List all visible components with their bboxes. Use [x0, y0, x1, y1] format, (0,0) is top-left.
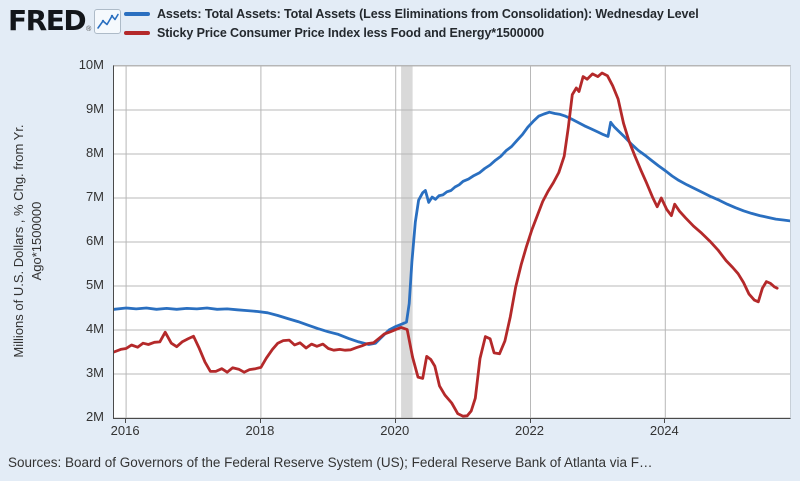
- fred-logo[interactable]: FRED ®: [8, 4, 122, 38]
- x-axis-tick-label: 2020: [380, 423, 410, 438]
- y-axis-tick-label: 9M: [85, 101, 104, 116]
- y-axis-tick-label: 6M: [85, 233, 104, 248]
- x-axis-tick-label: 2024: [649, 423, 679, 438]
- x-axis-tick-mark: [529, 418, 531, 423]
- y-axis-tick-label: 4M: [85, 321, 104, 336]
- x-axis-tick-mark: [664, 418, 666, 423]
- y-axis-tick-label: 7M: [85, 189, 104, 204]
- y-axis-tick-label: 10M: [78, 57, 104, 72]
- legend-swatch-blue: [124, 11, 150, 16]
- legend-label-total-assets: Assets: Total Assets: Total Assets (Less…: [157, 6, 699, 21]
- registered-trademark-symbol: ®: [86, 26, 92, 33]
- legend-item-sticky-cpi: Sticky Price Consumer Price Index less F…: [124, 23, 699, 42]
- legend-label-sticky-cpi: Sticky Price Consumer Price Index less F…: [157, 25, 545, 40]
- assets-total-assets-line: [114, 110, 790, 346]
- legend-swatch-red: [124, 30, 150, 35]
- fred-logo-text: FRED: [8, 4, 87, 37]
- y-axis-tick-label: 3M: [85, 365, 104, 380]
- plot-canvas: [114, 66, 790, 418]
- x-axis-tick-mark: [259, 418, 261, 423]
- y-axis-tick-label: 2M: [85, 409, 104, 424]
- x-axis-tick-label: 2018: [245, 423, 275, 438]
- legend-item-total-assets: Assets: Total Assets: Total Assets (Less…: [124, 4, 699, 23]
- sticky-cpi-line: [114, 71, 779, 418]
- x-axis-tick-mark: [125, 418, 127, 423]
- y-axis-tick-label: 5M: [85, 277, 104, 292]
- x-axis-tick-label: 2022: [515, 423, 544, 438]
- fred-sparkline-icon: [94, 9, 122, 34]
- source-note: Sources: Board of Governors of the Feder…: [8, 455, 653, 470]
- x-axis-tick-label: 2016: [110, 423, 140, 438]
- plot-area[interactable]: [113, 65, 791, 419]
- legend: Assets: Total Assets: Total Assets (Less…: [124, 4, 699, 42]
- y-axis-tick-label: 8M: [85, 145, 104, 160]
- x-axis-tick-mark: [394, 418, 396, 423]
